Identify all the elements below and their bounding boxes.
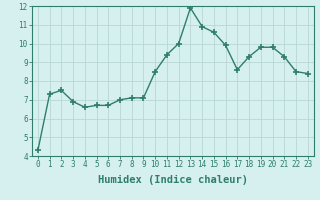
X-axis label: Humidex (Indice chaleur): Humidex (Indice chaleur)	[98, 175, 248, 185]
